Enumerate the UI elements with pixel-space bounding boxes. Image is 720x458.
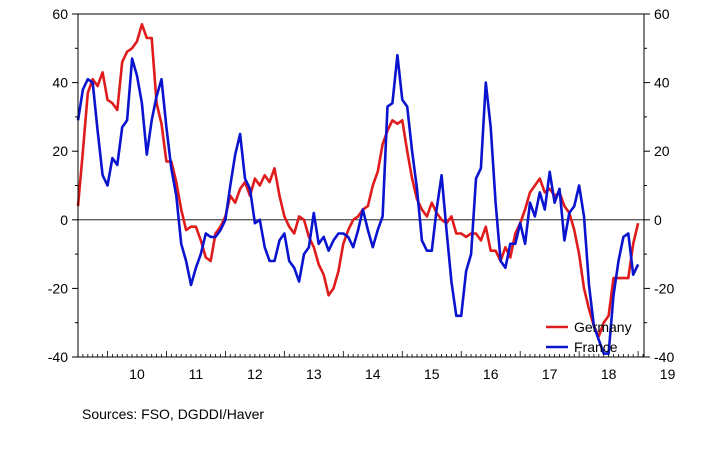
x-tick-label: 13 [306, 366, 322, 382]
y-tick-label-right: 60 [654, 6, 670, 22]
y-tick-label-left: 20 [52, 143, 68, 159]
x-tick-label: 11 [189, 366, 204, 382]
y-tick-label-right: 20 [654, 143, 670, 159]
source-note: Sources: FSO, DGDDI/Haver [82, 406, 265, 422]
legend-label-germany: Germany [574, 319, 632, 335]
y-tick-label-left: -40 [48, 349, 68, 365]
legend-label-france: France [574, 339, 618, 355]
x-tick-label: 18 [601, 366, 617, 382]
x-tick-label: 17 [542, 366, 558, 382]
series-layer [76, 23, 640, 355]
axis-layer: 60 60 40 40 20 20 0 0 -20 -20 -40 -40 10 11 12 13 14 15 16… [48, 6, 676, 382]
y-tick-label-right: 0 [654, 212, 662, 228]
series-line-germany [76, 23, 640, 338]
y-tick-label-left: 0 [60, 212, 68, 228]
x-tick-label: 19 [660, 366, 676, 382]
x-tick-label: 10 [129, 366, 145, 382]
y-tick-label-left: 40 [52, 75, 68, 91]
y-tick-label-right: 40 [654, 75, 670, 91]
series-line-france [76, 53, 640, 355]
legend: Germany France [546, 319, 632, 355]
plot-frame [77, 13, 645, 358]
x-tick-label: 14 [365, 366, 381, 382]
x-tick-label: 15 [424, 366, 440, 382]
y-tick-label-left: -20 [48, 280, 68, 296]
line-chart: 60 60 40 40 20 20 0 0 -20 -20 -40 -40 10 11 12 13 14 15 16… [48, 6, 676, 382]
y-tick-label-right: -40 [654, 349, 674, 365]
y-tick-label-right: -20 [654, 280, 674, 296]
x-tick-label: 12 [247, 366, 263, 382]
y-tick-label-left: 60 [52, 6, 68, 22]
x-tick-label: 16 [483, 366, 499, 382]
